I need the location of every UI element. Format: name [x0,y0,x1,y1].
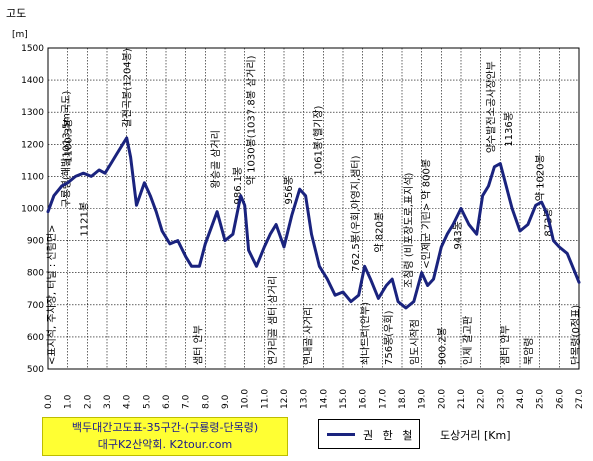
x-tick-label: 25.0 [536,389,546,409]
x-tick-label: 18.0 [398,389,408,409]
x-tick-label: 19.0 [418,389,428,409]
x-tick-label: 0.0 [44,394,54,409]
y-tick-label: 1200 [21,140,44,150]
annotation-label: 1121봉 [78,202,90,237]
x-tick-label: 24.0 [516,389,526,409]
annotation-label: 양수발전소공사장안부 [486,61,498,153]
x-tick-label: 8.0 [201,394,211,409]
x-tick-label: 9.0 [221,394,231,409]
x-tick-label: 13.0 [300,389,310,409]
x-tick-label: 21.0 [457,389,467,409]
x-tick-label: 11.0 [260,389,270,409]
annotation-label: 구룡령(해발1013.5m국도) [60,91,73,208]
chart-title-box: 백두대간고도표-35구간-(구룡령-단목령) 대구K2산악회. K2tour.c… [42,417,288,456]
y-tick-label: 700 [27,301,44,311]
annotation-label: 임도시작점 [408,319,421,365]
y-tick-label: 1500 [21,44,44,54]
annotation-label: 약 1030봉(1037.8봉 삼거리) [246,55,258,185]
y-tick-label: 1400 [21,76,44,86]
annotation-label: 조침령 (비포장도로,표지석) [403,173,415,288]
y-tick-label: 800 [27,269,44,279]
chart-title: 백두대간고도표-35구간-(구룡령-단목령) [71,421,259,434]
chart-subtitle: 대구K2산악회. K2tour.com [97,438,233,451]
x-tick-label: 17.0 [378,389,388,409]
x-tick-label: 16.0 [359,389,369,409]
legend-swatch [327,433,355,436]
x-tick-label: 2.0 [83,394,93,409]
annotation-label: <인제군 기린> 약 800봉 [421,159,433,269]
annotation-label: 956봉 [283,176,295,204]
x-tick-label: 23.0 [496,389,506,409]
x-tick-label: 3.0 [103,394,113,409]
x-tick-label: 26.0 [555,389,565,409]
x-tick-label: 7.0 [182,394,192,409]
x-axis-ticks: 0.0 1.0 2.0 3.0 4.0 5.0 6.0 7.0 8.0 9.0 10.0 11.0 12… [44,389,585,409]
y-tick-label: 1300 [21,108,44,118]
annotation-label: 1100.3봉 [63,119,75,163]
x-tick-label: 14.0 [319,389,329,409]
annotation-label: 1061봉(헬기장) [312,105,324,175]
annotation-label: 왕승골 삼거리 [210,130,222,188]
y-tick-label: 1000 [21,205,44,215]
y-tick-label: 900 [27,237,44,247]
x-tick-label: 22.0 [477,389,487,409]
annotation-label: 900.2봉 [436,327,448,365]
x-tick-label: 1.0 [64,394,74,409]
annotation-label: 단목령(0정표) [570,305,582,365]
series-line [46,136,581,310]
annotation-label: 쇠나드리(안부) [360,302,372,365]
legend: 권 한 철 [318,419,420,449]
annotation-label: 연내골 사거리 [303,307,315,365]
y-tick-label: 600 [27,333,44,343]
annotation-label: 약 1020봉 [535,154,547,201]
x-tick-label: 20.0 [437,389,447,409]
annotation-label: 1136봉 [503,112,515,147]
y-axis-title: 고도 [6,7,26,20]
annotation-label: 북암령 [523,337,535,365]
x-axis-title: 도상거리 [Km] [440,429,511,442]
legend-label: 권 한 철 [363,429,416,442]
y-axis-ticks: 500 600 700 800 900 1000 1100 1200 1300 1400 1500 [21,44,44,375]
y-axis-unit: [m] [12,30,28,40]
annotation-label: 943봉 [452,221,464,249]
y-tick-label: 1100 [21,172,44,182]
annotation-label: 약 820봉 [373,212,385,253]
y-tick-label: 500 [27,365,44,375]
x-tick-label: 10.0 [241,389,251,409]
grid-layer [48,48,579,369]
annotation-label: 762.5봉(우회,야영지,샘터) [350,155,362,271]
annotation-label: 샘터 안부 [499,325,511,365]
annotation-label: <표지석, 주차장, 터널 : 신림면> [46,225,58,365]
x-tick-label: 12.0 [280,389,290,409]
x-tick-label: 15.0 [339,389,349,409]
x-tick-label: 4.0 [123,394,133,409]
annotation-label: 756봉(우회) [383,310,395,365]
x-tick-label: 5.0 [142,394,152,409]
x-tick-label: 27.0 [575,389,585,409]
annotation-label: 샘터 안부 [192,325,204,365]
annotation-label: 연가리골 샘터 삼거리 [267,276,279,365]
annotation-layer: <표지석, 주차장, 터널 : 신림면> 구룡령(해발1013.5m국도)1100… [46,48,582,365]
series-layer [46,136,581,310]
annotation-label: 갈전곡봉(1204봉) [121,48,134,127]
annotation-label: 인제 갈고판 [461,316,474,365]
x-tick-label: 6.0 [162,394,172,409]
